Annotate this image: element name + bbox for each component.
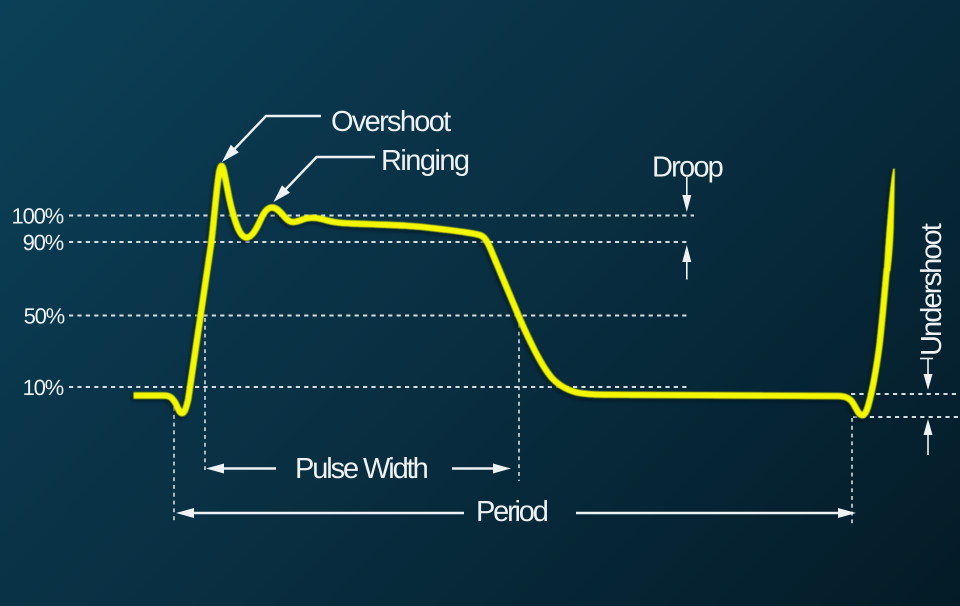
- svg-text:90%: 90%: [23, 230, 64, 255]
- svg-text:Droop: Droop: [652, 152, 723, 184]
- svg-text:Period: Period: [476, 496, 548, 528]
- svg-text:10%: 10%: [23, 375, 64, 400]
- svg-text:Undershoot: Undershoot: [916, 223, 948, 356]
- svg-text:Ringing: Ringing: [381, 145, 469, 177]
- svg-text:Overshoot: Overshoot: [331, 106, 451, 138]
- svg-text:Pulse Width: Pulse Width: [295, 453, 428, 485]
- svg-text:100%: 100%: [12, 204, 64, 229]
- svg-text:50%: 50%: [24, 304, 65, 329]
